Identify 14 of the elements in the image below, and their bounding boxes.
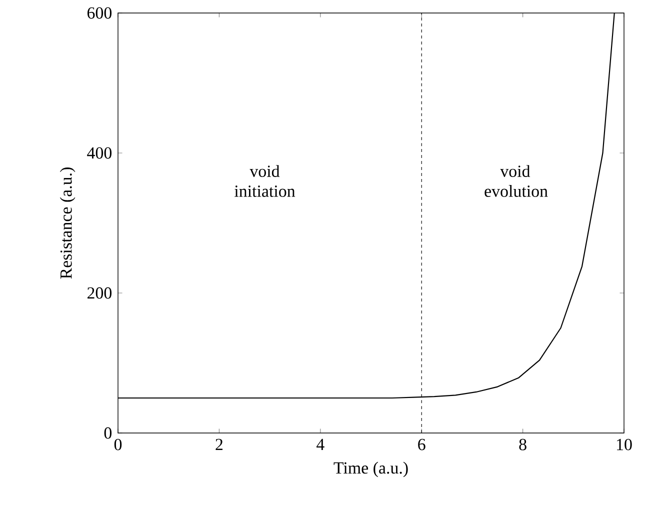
x-tick-label: 0 — [114, 438, 122, 450]
x-axis-title: Time (a.u.) — [334, 462, 408, 478]
x-tick-label: 6 — [418, 438, 426, 450]
x-tick-label: 10 — [617, 438, 632, 450]
x-tick-label: 2 — [216, 438, 222, 450]
annotation: void evolution — [484, 165, 548, 197]
y-tick-label: 200 — [88, 287, 112, 299]
y-tick-label: 0 — [104, 427, 112, 439]
y-axis-title: Resistance (a.u.) — [60, 168, 76, 279]
y-tick-label: 400 — [87, 147, 112, 159]
y-tick-label: 600 — [87, 7, 112, 19]
x-tick-label: 4 — [316, 438, 324, 450]
x-tick-label: 8 — [519, 438, 526, 450]
annotation: void initiation — [234, 165, 296, 197]
